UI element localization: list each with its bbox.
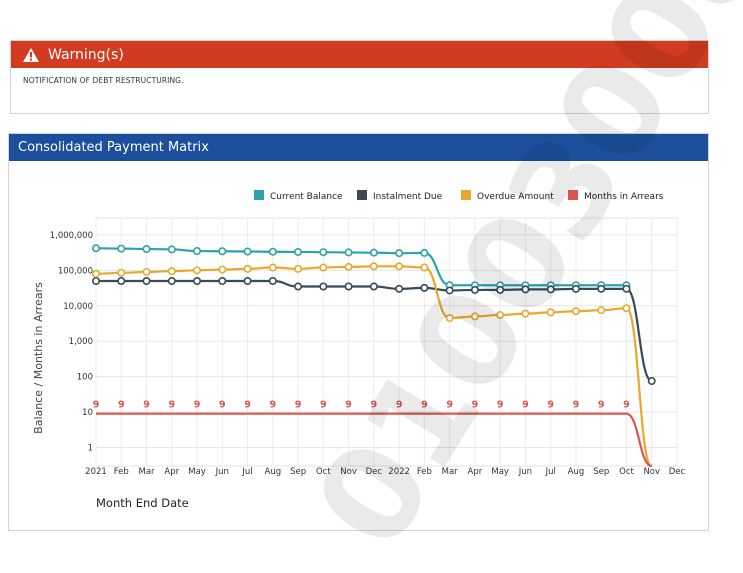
warning-title: Warning(s) bbox=[48, 46, 124, 63]
payment-matrix-panel: Consolidated Payment Matrix bbox=[8, 133, 709, 531]
matrix-header: Consolidated Payment Matrix bbox=[9, 134, 708, 161]
warning-triangle-icon bbox=[23, 47, 39, 62]
warning-message: NOTIFICATION OF DEBT RESTRUCTURING. bbox=[23, 76, 184, 85]
warning-panel: Warning(s) NOTIFICATION OF DEBT RESTRUCT… bbox=[10, 40, 709, 114]
warning-header: Warning(s) bbox=[11, 41, 708, 68]
matrix-title: Consolidated Payment Matrix bbox=[18, 140, 209, 155]
